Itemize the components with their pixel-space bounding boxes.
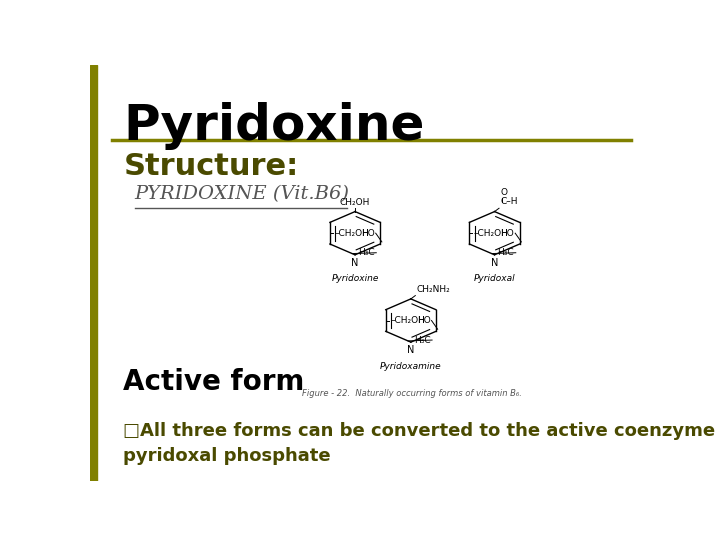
Text: Active form: Active form bbox=[124, 368, 305, 396]
Text: Pyridoxine: Pyridoxine bbox=[124, 102, 425, 150]
Text: N: N bbox=[408, 346, 415, 355]
Text: PYRIDOXINE (Vit.B6): PYRIDOXINE (Vit.B6) bbox=[135, 185, 350, 204]
Text: Pyridoxal: Pyridoxal bbox=[474, 274, 516, 284]
Text: Pyridoxamine: Pyridoxamine bbox=[380, 362, 441, 370]
Text: O: O bbox=[500, 187, 508, 197]
Text: H₃C: H₃C bbox=[498, 248, 514, 257]
Text: □All three forms can be converted to the active coenzyme
pyridoxal phosphate: □All three forms can be converted to the… bbox=[124, 422, 716, 465]
Text: HO: HO bbox=[417, 316, 431, 325]
Text: N: N bbox=[491, 258, 498, 268]
Text: Figure - 22.  Naturally occurring forms of vitamin B₆.: Figure - 22. Naturally occurring forms o… bbox=[302, 389, 522, 398]
Text: H₃C: H₃C bbox=[358, 248, 374, 257]
Text: N: N bbox=[351, 258, 359, 268]
Bar bbox=[90, 65, 96, 481]
Text: CH₂NH₂: CH₂NH₂ bbox=[417, 285, 451, 294]
Text: Pyridoxine: Pyridoxine bbox=[331, 274, 379, 284]
Text: HO: HO bbox=[500, 229, 514, 238]
Text: H₃C: H₃C bbox=[414, 335, 431, 345]
Text: –CH₂OH: –CH₂OH bbox=[334, 229, 369, 238]
Text: Structure:: Structure: bbox=[124, 152, 299, 181]
Text: CH₂OH: CH₂OH bbox=[340, 198, 370, 207]
Text: C–H: C–H bbox=[500, 197, 518, 206]
Text: HO: HO bbox=[361, 229, 374, 238]
Text: –CH₂OH: –CH₂OH bbox=[390, 316, 425, 325]
Text: –CH₂OH: –CH₂OH bbox=[474, 229, 509, 238]
